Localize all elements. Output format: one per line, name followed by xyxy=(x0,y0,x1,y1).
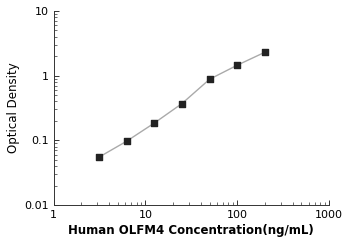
Point xyxy=(179,102,185,105)
Point xyxy=(262,50,268,54)
Y-axis label: Optical Density: Optical Density xyxy=(7,63,20,153)
Point xyxy=(152,121,157,125)
Point xyxy=(96,155,102,159)
X-axis label: Human OLFM4 Concentration(ng/mL): Human OLFM4 Concentration(ng/mL) xyxy=(69,224,314,237)
Point xyxy=(234,63,240,67)
Point xyxy=(207,77,212,81)
Point xyxy=(124,139,130,143)
